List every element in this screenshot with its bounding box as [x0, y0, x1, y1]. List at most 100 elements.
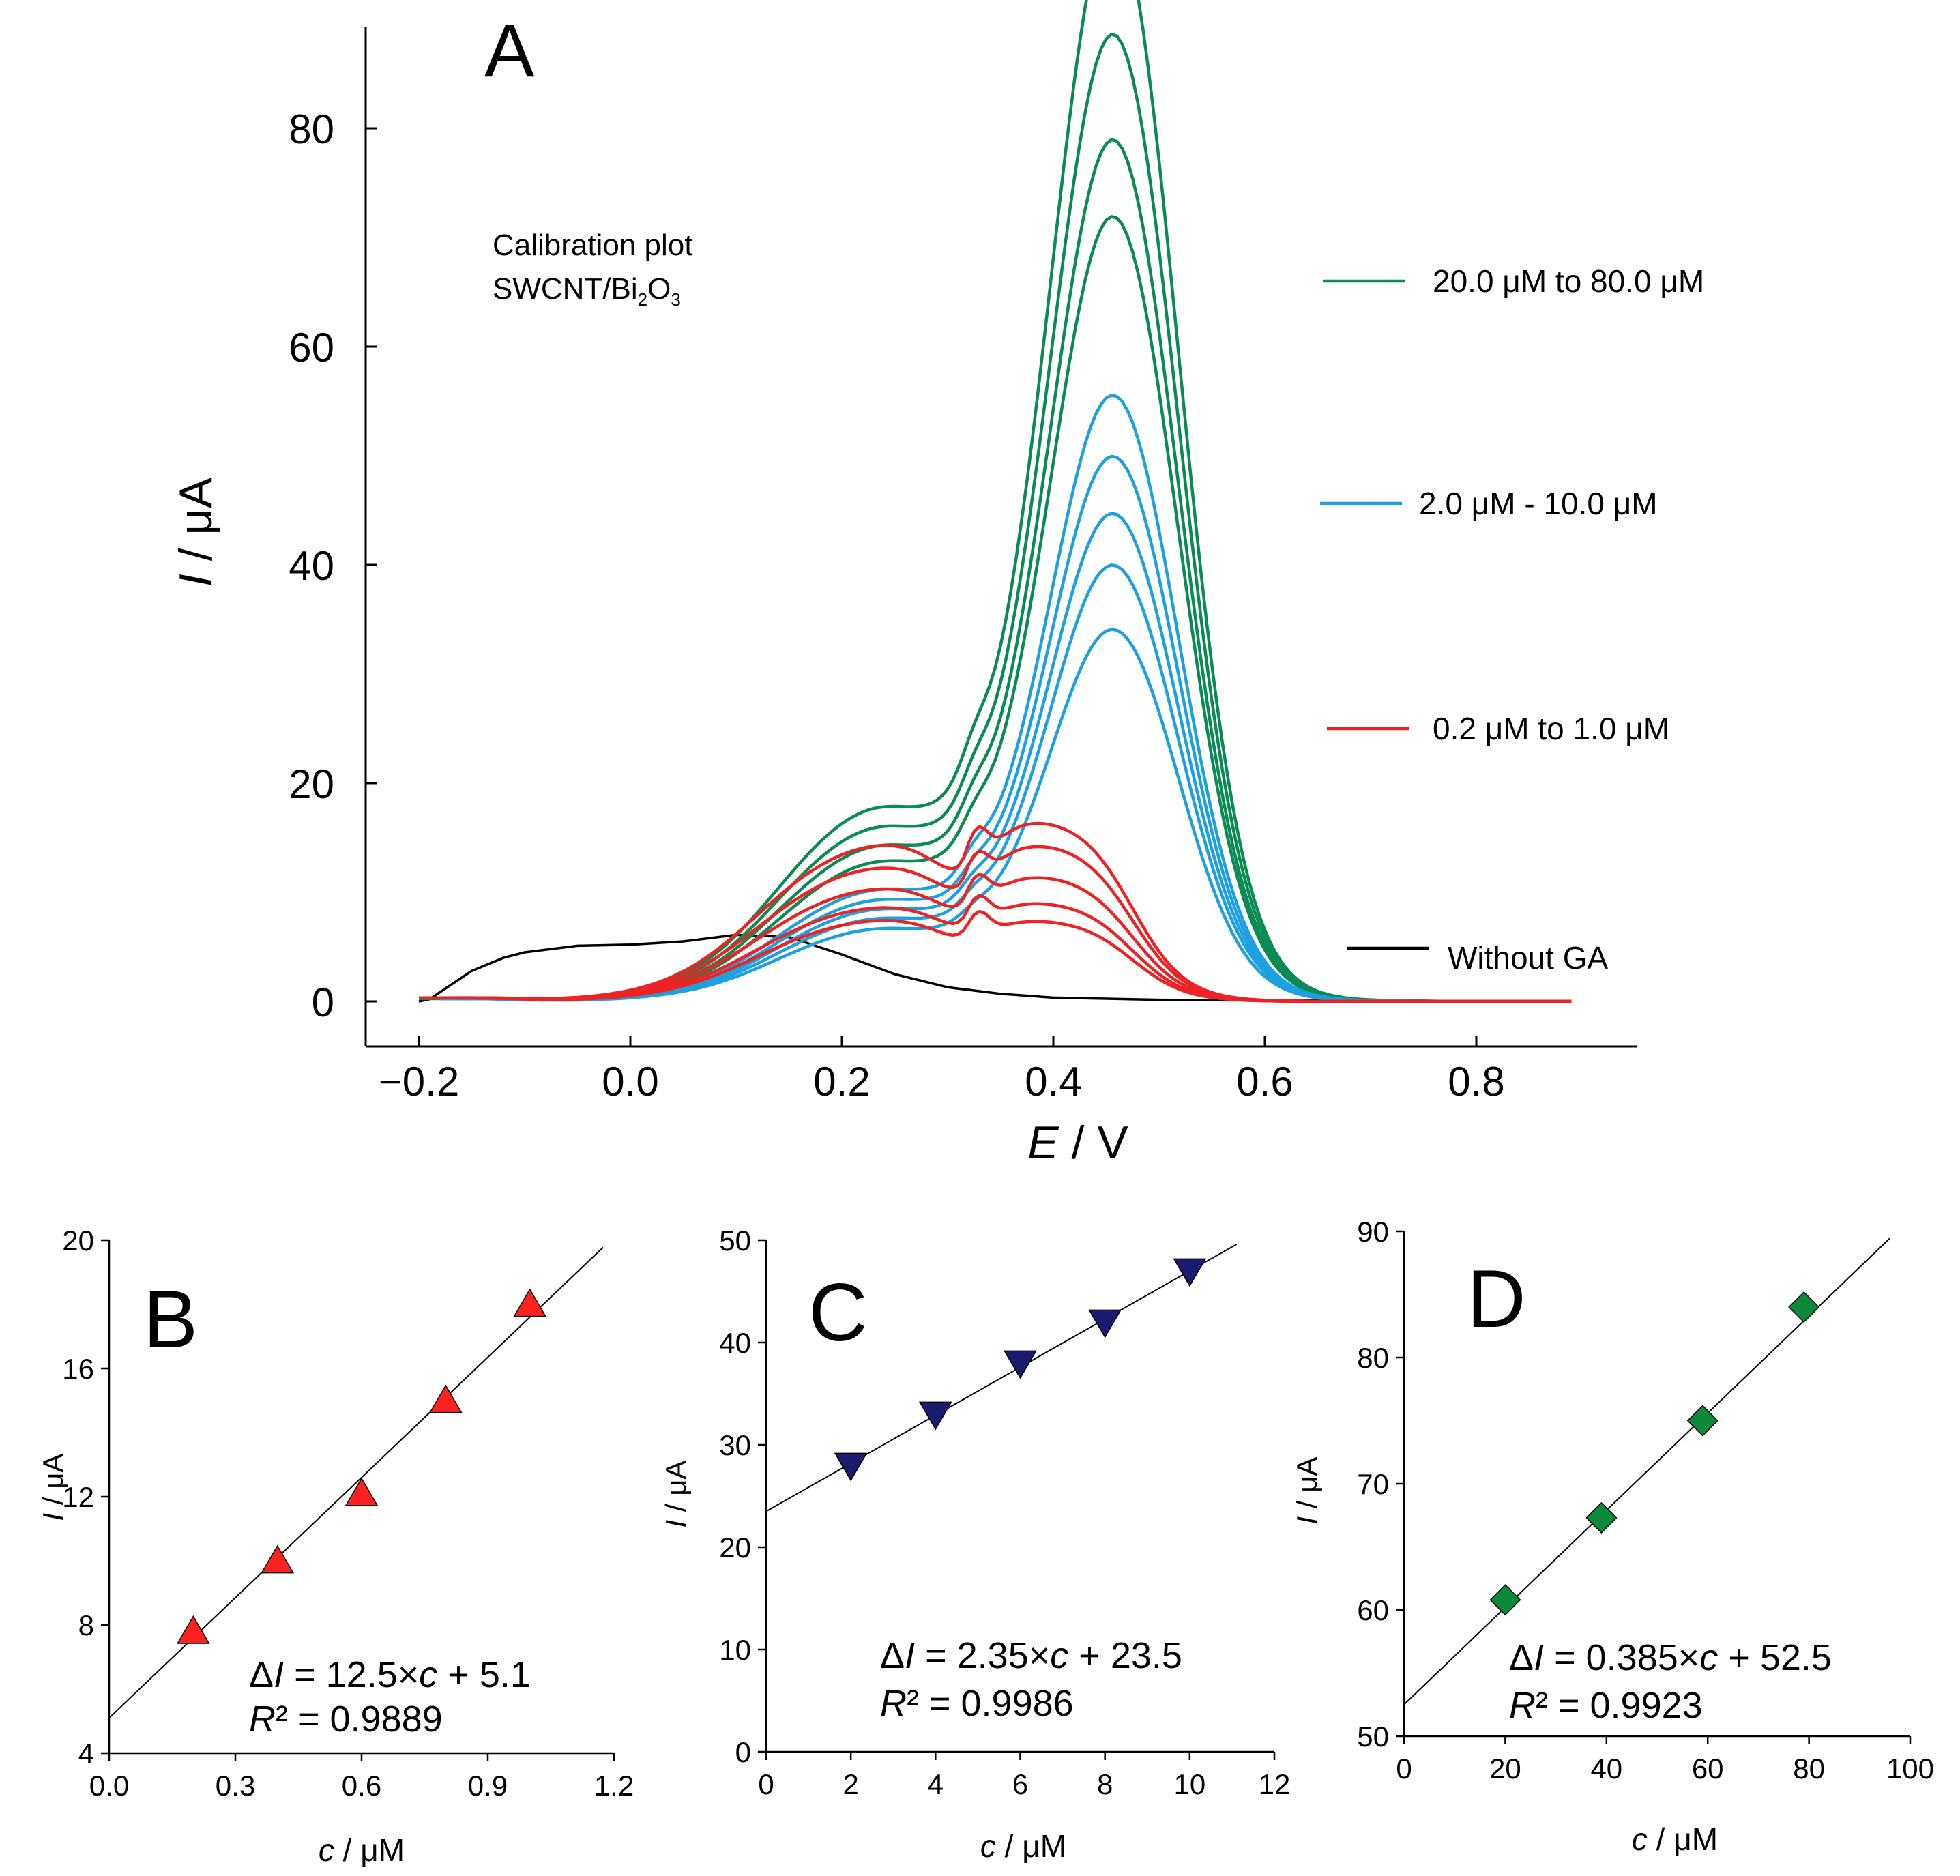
- c-y-tick-label: 50: [719, 1225, 751, 1257]
- data-point-marker: [1173, 1258, 1207, 1287]
- a-y-tick-label: 60: [289, 325, 334, 370]
- b-y-tick-label: 4: [78, 1738, 94, 1770]
- c-y-tick-label: 40: [719, 1327, 751, 1359]
- d-y-tick-label: 50: [1357, 1720, 1389, 1753]
- c-x-tick-label: 6: [1012, 1768, 1028, 1800]
- a-legend-label: 0.2 μM to 1.0 μM: [1433, 711, 1669, 746]
- panel-d-x-axis-label: c / μM: [1632, 1821, 1718, 1857]
- panel-c-x-axis-label: c / μM: [980, 1828, 1066, 1864]
- panel-c-r-squared: R² = 0.9986: [880, 1683, 1074, 1724]
- c-x-tick-label: 4: [928, 1768, 944, 1800]
- c-y-tick-label: 0: [735, 1736, 751, 1768]
- b-y-tick-label: 8: [78, 1609, 94, 1641]
- c-x-tick-label: 8: [1097, 1768, 1113, 1800]
- d-y-tick-label: 90: [1357, 1216, 1389, 1248]
- d-x-tick-label: 0: [1396, 1753, 1412, 1785]
- data-point-marker: [428, 1384, 463, 1413]
- data-point-marker: [261, 1544, 295, 1574]
- d-x-tick-label: 20: [1489, 1753, 1521, 1785]
- a-x-tick-label: 0.2: [813, 1059, 870, 1104]
- panel-b: 0.0 0.3 0.6 0.9 1.2 4 8 12 16 20 B ΔI = 12.5×c + …: [37, 1225, 634, 1868]
- a-curve-80.0-m: [418, 0, 1572, 1003]
- panel-b-letter: B: [143, 1274, 198, 1365]
- annotation-sub-2: 2: [638, 289, 647, 310]
- panel-d-points: [1489, 1291, 1820, 1616]
- panel-c-points: [834, 1258, 1207, 1482]
- data-point-marker: [513, 1288, 547, 1317]
- panel-b-r-squared: R² = 0.9889: [249, 1699, 443, 1740]
- a-x-tick-label: −0.2: [379, 1059, 459, 1104]
- a-legend-label: 20.0 μM to 80.0 μM: [1433, 263, 1704, 299]
- data-point-marker: [1788, 1291, 1820, 1323]
- c-y-tick-label: 10: [719, 1634, 751, 1666]
- annotation-sub-3: 3: [671, 289, 680, 310]
- data-point-marker: [1585, 1501, 1618, 1534]
- b-x-tick-label: 0.3: [216, 1770, 255, 1802]
- b-y-tick-label: 12: [62, 1481, 94, 1513]
- panel-a: −0.2 0.0 0.2 0.4 0.6 0.8 0 20 40 60 80 20.0 μM to …: [170, 0, 1704, 1169]
- a-x-tick-label: 0.0: [602, 1059, 658, 1104]
- panel-d: 0 20 40 60 80 100 50 60 70 80 90 D ΔI = 0.385×c + …: [1291, 1216, 1934, 1857]
- a-legend-label: 2.0 μM - 10.0 μM: [1419, 486, 1658, 521]
- a-x-tick-label: 0.6: [1236, 1059, 1293, 1104]
- a-curve-6.0-m: [440, 512, 1572, 1003]
- annotation-swcnt-bi: SWCNT/Bi: [493, 272, 638, 306]
- b-y-tick-label: 20: [62, 1225, 94, 1257]
- panel-d-ticks: 0 20 40 60 80 100 50 60 70 80 90: [1357, 1216, 1934, 1785]
- a-y-tick-label: 40: [289, 543, 334, 589]
- c-y-tick-label: 20: [719, 1531, 751, 1564]
- panel-a-y-axis-label: I / μA: [170, 477, 222, 587]
- b-x-tick-label: 0.9: [468, 1770, 508, 1802]
- panel-c-equation: ΔI = 2.35×c + 23.5: [880, 1635, 1182, 1676]
- panel-a-legend: 20.0 μM to 80.0 μM 2.0 μM - 10.0 μM 0.2 μM…: [1320, 263, 1704, 976]
- panel-b-equation: ΔI = 12.5×c + 5.1: [249, 1654, 531, 1695]
- c-x-tick-label: 0: [758, 1768, 774, 1800]
- a-curve-1.0-m: [419, 821, 1572, 1003]
- panel-a-letter: A: [484, 9, 535, 93]
- d-y-tick-label: 60: [1357, 1594, 1389, 1626]
- panel-c-letter: C: [808, 1267, 868, 1358]
- panel-d-letter: D: [1467, 1253, 1526, 1345]
- a-curve-60.0-m: [419, 32, 1572, 1003]
- data-point-marker: [1088, 1309, 1122, 1338]
- panel-b-x-axis-label: c / μM: [319, 1832, 405, 1868]
- b-x-tick-label: 0.6: [342, 1770, 381, 1802]
- a-curve-0.2-m: [419, 909, 1572, 1003]
- data-point-marker: [1686, 1405, 1718, 1437]
- panel-a-annotation-line1: Calibration plot: [493, 229, 693, 262]
- panel-d-r-squared: R² = 0.9923: [1509, 1685, 1703, 1726]
- panel-c-ticks: 0 2 4 6 8 10 12 0 10 20 30 40 50: [719, 1225, 1290, 1800]
- panel-c-y-axis-label: I / μA: [660, 1461, 692, 1528]
- c-x-tick-label: 2: [843, 1768, 858, 1800]
- a-y-tick-label: 80: [289, 106, 334, 152]
- d-y-tick-label: 80: [1357, 1342, 1389, 1374]
- a-y-tick-label: 0: [312, 980, 334, 1025]
- d-x-tick-label: 100: [1886, 1753, 1934, 1785]
- c-y-tick-label: 30: [719, 1429, 751, 1461]
- d-y-tick-label: 70: [1357, 1468, 1389, 1500]
- panel-a-axes: [364, 27, 1637, 1048]
- panel-b-ticks: 0.0 0.3 0.6 0.9 1.2 4 8 12 16 20: [62, 1225, 634, 1802]
- a-curve-0.8-m: [419, 845, 1572, 1003]
- c-x-tick-label: 12: [1259, 1768, 1291, 1800]
- panel-a-curves: [418, 0, 1572, 1003]
- data-point-marker: [1489, 1584, 1521, 1616]
- a-x-tick-label: 0.8: [1448, 1059, 1504, 1104]
- panel-a-ticks: −0.2 0.0 0.2 0.4 0.6 0.8 0 20 40 60 80: [289, 106, 1504, 1104]
- annotation-o: O: [647, 272, 671, 306]
- data-point-marker: [918, 1401, 952, 1431]
- data-point-marker: [1004, 1350, 1037, 1379]
- a-curve-without-ga: [418, 933, 1572, 1003]
- panel-d-equation: ΔI = 0.385×c + 52.5: [1509, 1637, 1832, 1678]
- data-point-marker: [834, 1452, 868, 1482]
- d-x-tick-label: 60: [1692, 1753, 1724, 1785]
- panel-d-y-axis-label: I / μA: [1291, 1457, 1323, 1525]
- panel-a-x-axis-label: E / V: [1027, 1117, 1128, 1169]
- d-x-tick-label: 40: [1590, 1753, 1622, 1785]
- b-y-tick-label: 16: [62, 1353, 94, 1385]
- b-x-tick-label: 0.0: [89, 1770, 129, 1802]
- a-legend-label: Without GA: [1448, 940, 1609, 976]
- data-point-marker: [176, 1615, 210, 1644]
- panel-a-annotation-line2: SWCNT/Bi2O3: [493, 272, 681, 310]
